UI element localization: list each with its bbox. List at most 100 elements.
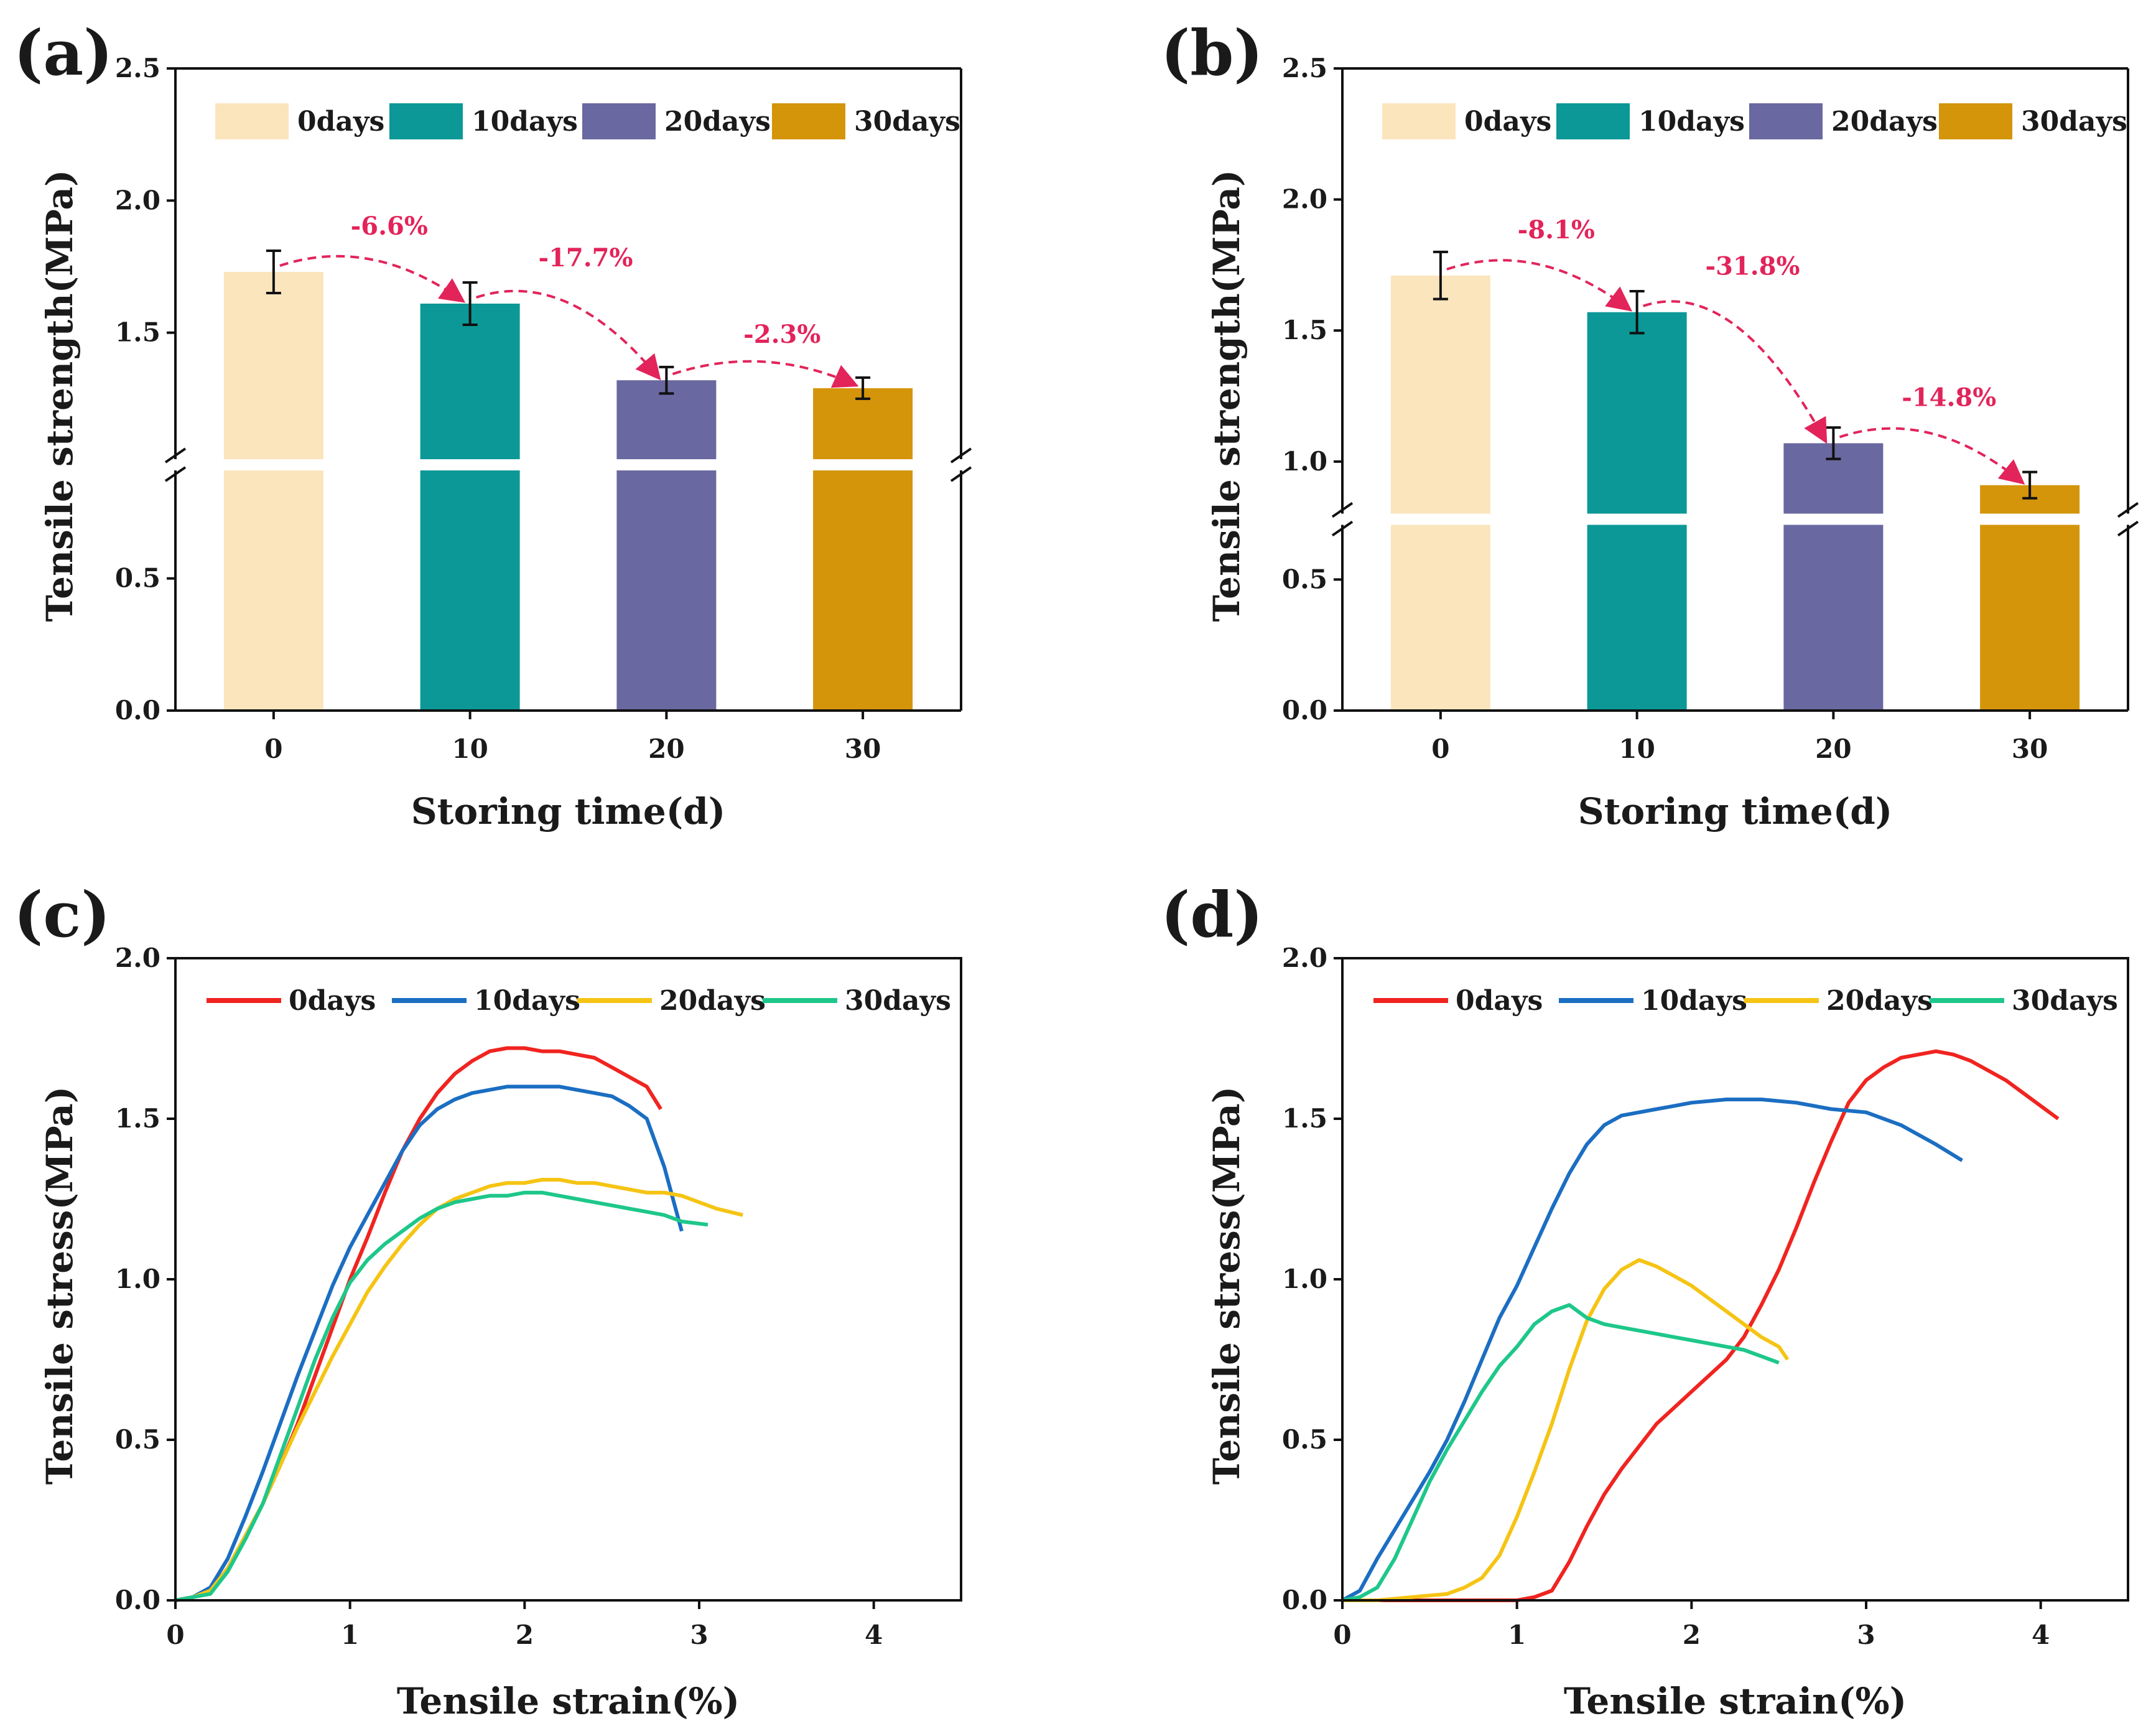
legend-swatch-20days [582, 103, 656, 139]
x-tick-label: 1 [1508, 1620, 1526, 1650]
x-tick-label: 4 [865, 1620, 883, 1650]
panel-label: (a) [14, 16, 113, 90]
line-chart-2: (c) 0 1 2 3 4 0.0 0.5 1.0 1.5 2.0 Tensile strain(%)… [14, 878, 962, 1722]
x-axis-title: Tensile strain(%) [397, 1680, 740, 1722]
y-axis-title: Tensile stress(MPa) [39, 1086, 81, 1485]
legend-label-20days: 20days [1831, 106, 1938, 138]
series-line-30days [175, 1190, 709, 1602]
y-tick-label: 0.5 [115, 1424, 160, 1455]
y-tick-label: 1.0 [1282, 1264, 1327, 1294]
legend-label-10days: 10days [1638, 106, 1745, 138]
x-axis-title: Storing time(d) [411, 790, 725, 833]
x-tick-label: 0 [1431, 734, 1449, 764]
axis-break-gap [1344, 513, 2127, 525]
trend-arrow [476, 289, 661, 381]
y-tick-label: 0.0 [115, 1585, 160, 1615]
y-tick-label: 1.5 [1282, 1103, 1327, 1134]
series-line-20days [1342, 1258, 1790, 1602]
x-tick-label: 10 [1619, 734, 1655, 764]
break-mark [164, 466, 187, 482]
legend-label-0days: 0days [1456, 985, 1543, 1017]
legend-swatch-10days [1556, 103, 1630, 139]
bar-0 [1390, 275, 1490, 711]
x-tick-label: 30 [845, 734, 881, 764]
y-tick-label: 2.0 [115, 943, 160, 973]
legend-label-0days: 0days [1464, 106, 1551, 138]
legend-label-30days: 30days [845, 985, 951, 1017]
legend-label-20days: 20days [659, 985, 766, 1017]
x-tick-label: 3 [1857, 1620, 1875, 1650]
x-axis-title: Storing time(d) [1578, 790, 1892, 833]
trend-arrow [1446, 259, 1632, 312]
x-tick-label: 2 [516, 1620, 534, 1650]
bar-20 [616, 380, 717, 711]
series-line-30days [1342, 1303, 1780, 1602]
legend-label-30days: 30days [854, 106, 960, 138]
y-tick-label: 0.0 [1282, 695, 1327, 726]
x-axis-title: Tensile strain(%) [1564, 1680, 1907, 1722]
break-mark [1331, 520, 1354, 537]
y-tick-label: 0.5 [1282, 1424, 1327, 1455]
x-tick-label: 0 [166, 1620, 184, 1650]
x-tick-label: 4 [2032, 1620, 2050, 1650]
y-tick-label: 1.5 [1282, 315, 1327, 345]
legend-swatch-30days [1939, 103, 2012, 139]
y-tick-label: 1.5 [115, 317, 160, 348]
series-line-10days [1341, 1098, 1963, 1602]
x-tick-label: 0 [1333, 1620, 1351, 1650]
legend-label-10days: 10days [1641, 985, 1747, 1017]
change-annotation: -2.3% [743, 320, 820, 349]
trend-arrow [672, 360, 859, 388]
legend-swatch-30days [772, 103, 845, 139]
x-tick-label: 20 [1815, 734, 1851, 764]
legend-label-30days: 30days [2021, 106, 2127, 138]
y-tick-label: 2.0 [1282, 943, 1327, 973]
panel-label: (d) [1161, 878, 1263, 951]
legend-swatch-0days [215, 103, 289, 139]
break-mark [950, 447, 972, 464]
x-tick-label: 20 [648, 734, 684, 764]
panel-label: (b) [1161, 16, 1263, 90]
break-mark [164, 447, 187, 464]
legend-swatch-10days [389, 103, 463, 139]
y-tick-label: 1.0 [115, 1264, 160, 1294]
legend-label-0days: 0days [289, 985, 376, 1017]
y-axis-title: Tensile strength(MPa) [1206, 170, 1248, 622]
trend-arrow [279, 254, 466, 303]
x-tick-label: 3 [690, 1620, 708, 1650]
break-mark [950, 466, 972, 482]
series-line-10days [175, 1085, 684, 1602]
line-chart-3: (d) 0 1 2 3 4 0.0 0.5 1.0 1.5 2.0 Tensile strain(%)… [1161, 878, 2129, 1722]
legend-label-0days: 0days [297, 106, 384, 138]
y-tick-label: 1.5 [115, 1103, 160, 1134]
x-tick-label: 2 [1683, 1620, 1701, 1650]
y-tick-label: 1.0 [1282, 446, 1327, 477]
legend-label-10days: 10days [472, 106, 578, 138]
legend-swatch-0days [1382, 103, 1456, 139]
legend-label-30days: 30days [2012, 985, 2118, 1017]
change-annotation: -31.8% [1705, 252, 1800, 281]
bar-0 [223, 272, 323, 711]
y-tick-label: 2.5 [1282, 53, 1327, 83]
axis-break-gap [177, 459, 960, 471]
bar-10 [420, 303, 520, 711]
bar-30 [813, 388, 913, 711]
x-tick-label: 0 [264, 734, 282, 764]
y-tick-label: 2.0 [1282, 184, 1327, 215]
y-tick-label: 0.0 [1282, 1585, 1327, 1615]
x-tick-label: 30 [2012, 734, 2048, 764]
break-mark [2117, 520, 2139, 537]
bar-chart-0: (a) 0.0 0.5 1.5 2.0 2.5 0 10 20 30 Storing time(d)… [14, 16, 972, 833]
legend-swatch-20days [1749, 103, 1823, 139]
break-mark [1331, 502, 1354, 518]
y-axis-title: Tensile stress(MPa) [1206, 1086, 1248, 1485]
legend-label-20days: 20days [664, 106, 771, 138]
legend-label-10days: 10days [474, 985, 580, 1017]
bar-chart-1: (b) 0.0 0.5 1.0 1.5 2.0 2.5 0 10 20 30 Storing time… [1161, 16, 2139, 833]
y-tick-label: 2.0 [115, 185, 160, 215]
y-tick-label: 2.5 [115, 53, 160, 83]
series-line-0days [1342, 1049, 2060, 1602]
x-tick-label: 10 [452, 734, 488, 764]
